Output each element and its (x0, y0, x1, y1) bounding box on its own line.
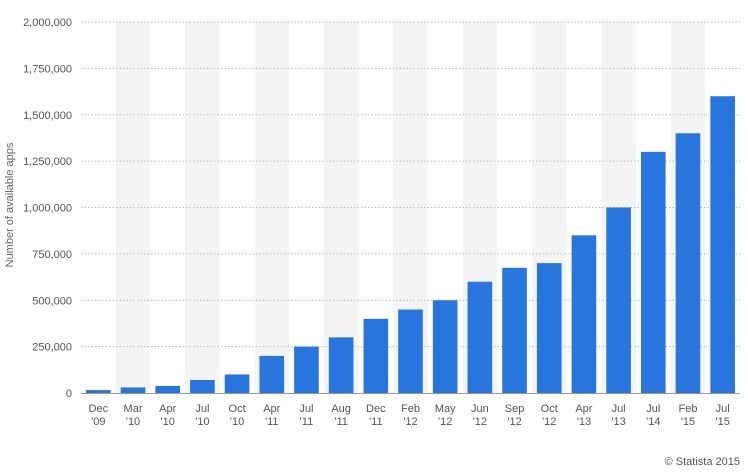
x-tick-label: Jul '10 (195, 403, 209, 428)
bar[interactable] (328, 337, 354, 393)
y-tick-label: 750,000 (32, 249, 72, 261)
y-tick-label: 500,000 (32, 295, 72, 307)
bars (86, 96, 735, 394)
x-tick-label: Jul '15 (715, 403, 729, 428)
x-tick-label: Sep '12 (505, 403, 525, 428)
y-axis-title: Number of available apps (4, 142, 16, 267)
x-tick-label: Aug '11 (331, 403, 351, 428)
source-credit: © Statista 2015 (664, 456, 740, 468)
x-tick-label: Jun '12 (471, 403, 489, 428)
bar[interactable] (363, 318, 389, 393)
x-tick-label: Oct '10 (229, 403, 246, 428)
x-tick-label: Jul '11 (299, 403, 313, 428)
x-tick-label: Jul '14 (646, 403, 660, 428)
y-tick-label: 1,750,000 (23, 63, 72, 75)
x-tick-label: Jul '13 (611, 403, 625, 428)
y-tick-label: 2,000,000 (23, 17, 72, 29)
bar[interactable] (467, 281, 493, 393)
bar[interactable] (294, 346, 319, 393)
y-tick-label: 1,000,000 (23, 203, 72, 215)
y-tick-label: 1,500,000 (23, 110, 72, 122)
x-tick-label: Oct '12 (541, 403, 558, 428)
bar[interactable] (432, 300, 458, 393)
bar[interactable] (259, 355, 285, 393)
bar[interactable] (536, 263, 562, 393)
x-tick-label: Dec '09 (89, 403, 109, 428)
y-axis: 0 250,000 500,000 750,000 1,000,000 1,250,000… (23, 17, 740, 400)
bar[interactable] (502, 267, 527, 393)
bar[interactable] (224, 374, 250, 393)
x-tick-label: Apr '10 (159, 403, 176, 428)
y-tick-label: 250,000 (32, 342, 72, 354)
bar[interactable] (640, 151, 666, 393)
x-tick-label: Feb '12 (401, 403, 420, 428)
bar[interactable] (120, 387, 146, 393)
bar[interactable] (398, 309, 423, 393)
y-tick-label: 0 (66, 388, 72, 400)
bar[interactable] (155, 385, 181, 393)
x-axis: Dec '09 Mar '10 Apr '10 Jul '10 Oct '10 Apr '11 Jul '… (89, 403, 730, 428)
bar[interactable] (675, 133, 701, 394)
x-tick-label: Mar '10 (124, 403, 143, 428)
x-tick-label: Apr '13 (575, 403, 592, 428)
bar[interactable] (190, 380, 215, 393)
bar[interactable] (571, 235, 597, 393)
x-tick-label: Feb '15 (678, 403, 697, 428)
y-tick-label: 1,250,000 (23, 156, 72, 168)
x-tick-label: May '12 (435, 403, 456, 428)
bar[interactable] (710, 96, 735, 393)
bar[interactable] (606, 207, 631, 394)
x-tick-label: Apr '11 (263, 403, 280, 428)
x-tick-label: Dec '11 (366, 403, 386, 428)
bar[interactable] (86, 390, 111, 393)
